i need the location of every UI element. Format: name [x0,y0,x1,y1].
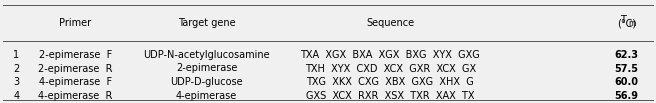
Text: (°C): (°C) [617,19,636,29]
Text: Target gene: Target gene [178,18,236,28]
Text: 56.9: 56.9 [615,91,638,101]
Text: 1: 1 [13,50,20,60]
Text: 2: 2 [13,64,20,74]
Text: TXH  XYX  CXD  XCX  GXR  XCX  GX: TXH XYX CXD XCX GXR XCX GX [305,64,476,74]
Text: 4: 4 [13,91,20,101]
Text: T: T [621,15,626,25]
Text: 2-epimerase  R: 2-epimerase R [38,64,113,74]
Text: Primer: Primer [60,18,91,28]
Text: 3: 3 [13,77,20,87]
Text: TXA  XGX  BXA  XGX  BXG  XYX  GXG: TXA XGX BXA XGX BXG XYX GXG [300,50,480,60]
Text: UDP-D-glucose: UDP-D-glucose [171,77,243,87]
Text: m: m [628,19,636,28]
Text: TXG  XKX  CXG  XBX  GXG  XHX  G: TXG XKX CXG XBX GXG XHX G [306,77,474,87]
Text: UDP-N-acetylglucosamine: UDP-N-acetylglucosamine [143,50,270,60]
Text: GXS  XCX  RXR  XSX  TXR  XAX  TX: GXS XCX RXR XSX TXR XAX TX [306,91,474,101]
Text: 62.3: 62.3 [615,50,638,60]
Text: 2-epimerase: 2-epimerase [176,63,237,74]
Text: 60.0: 60.0 [615,77,638,87]
Text: 57.5: 57.5 [615,64,638,74]
Text: 4-epimerase: 4-epimerase [176,91,237,101]
Text: 2-epimerase  F: 2-epimerase F [39,50,112,60]
Text: 4-epimerase  R: 4-epimerase R [38,91,113,101]
Text: 4-epimerase  F: 4-epimerase F [39,77,112,87]
Text: Sequence: Sequence [366,18,415,28]
